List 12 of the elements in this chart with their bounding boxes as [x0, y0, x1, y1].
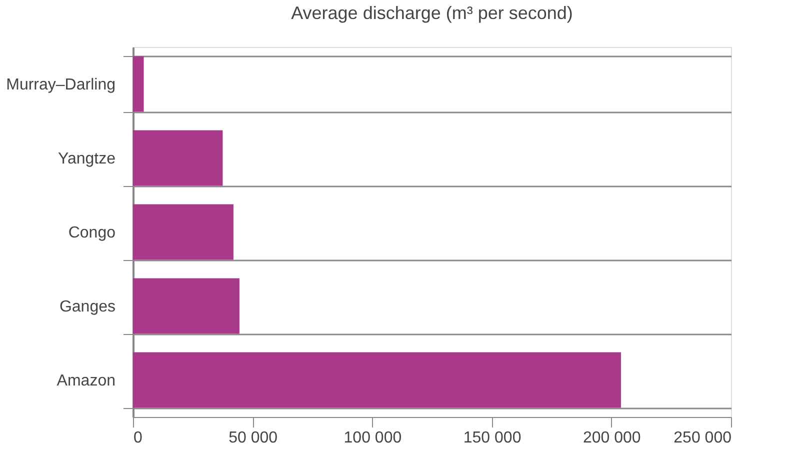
y-tick-label: Yangtze [58, 150, 116, 168]
x-tick-label: 100 000 [344, 430, 402, 446]
y-tick-label: Ganges [59, 298, 116, 316]
y-tick-label: Amazon [56, 372, 116, 390]
chart-title: Average discharge (m³ per second) [291, 3, 573, 23]
x-tick-label: 0 [134, 430, 142, 446]
y-tick-label: Congo [68, 224, 116, 242]
x-tick-label: 50 000 [228, 430, 278, 446]
x-tick-label: 150 000 [463, 430, 522, 446]
x-tick-label: 200 000 [582, 430, 641, 446]
y-tick-label: Murray–Darling [6, 76, 116, 94]
x-tick-label: 250 000 [674, 430, 732, 446]
